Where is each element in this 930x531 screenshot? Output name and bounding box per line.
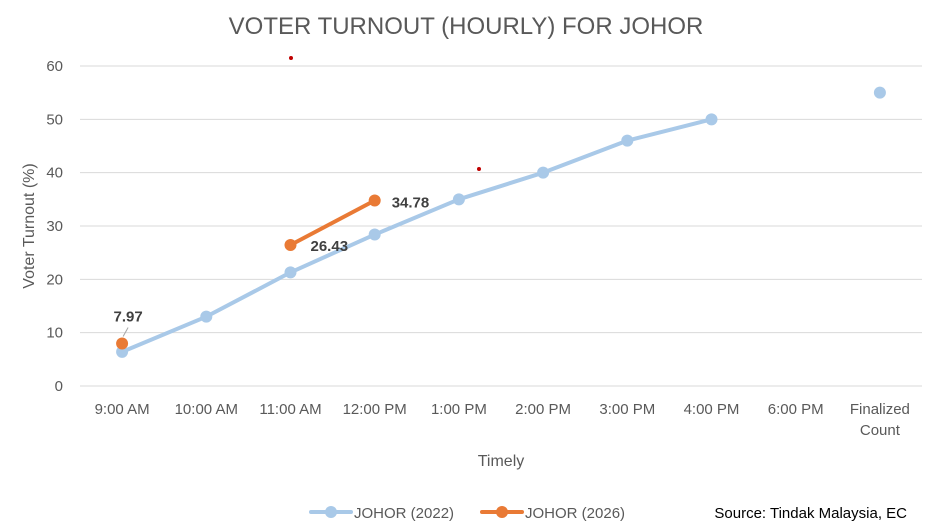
legend-swatch-marker <box>496 506 508 518</box>
series-layer <box>116 86 886 358</box>
x-axis-ticks: 9:00 AM 10:00 AM 11:00 AM 12:00 PM 1:00 PM 2:… <box>95 401 910 439</box>
chart-title: VOTER TURNOUT (HOURLY) FOR JOHOR <box>229 13 704 40</box>
data-point-johor-2022 <box>116 345 129 358</box>
data-point-johor-2022 <box>873 86 886 99</box>
x-tick-label: Finalized Count <box>850 401 910 439</box>
y-tick-label: 50 <box>46 111 63 128</box>
legend-swatch-marker <box>325 506 337 518</box>
series-line-johor-2026 <box>288 198 377 248</box>
y-tick-label: 30 <box>46 218 63 235</box>
data-point-johor-2022 <box>368 228 381 241</box>
data-point-johor-2026 <box>116 337 129 350</box>
data-point-johor-2026 <box>368 194 381 207</box>
data-point-johor-2022 <box>621 134 634 147</box>
y-axis-label: Voter Turnout (%) <box>21 163 38 288</box>
x-tick-label: 2:00 PM <box>515 401 571 418</box>
x-tick-label: 6:00 PM <box>768 401 824 418</box>
series-line-johor-2022 <box>120 117 714 354</box>
y-axis-ticks: 0 10 20 30 40 50 60 <box>46 58 63 395</box>
x-tick-label: 12:00 PM <box>343 401 407 418</box>
y-tick-label: 0 <box>55 378 63 395</box>
data-point-johor-2026 <box>284 239 297 252</box>
y-tick-label: 20 <box>46 271 63 288</box>
y-tick-label: 60 <box>46 58 63 75</box>
legend-label: JOHOR (2026) <box>525 505 625 522</box>
legend: JOHOR (2022) JOHOR (2026) <box>309 505 625 522</box>
data-label: 7.97 <box>113 308 142 325</box>
x-tick-label: 4:00 PM <box>684 401 740 418</box>
x-axis-label: Timely <box>478 453 525 470</box>
annotation-dot <box>477 167 481 171</box>
y-tick-label: 10 <box>46 325 63 342</box>
data-point-johor-2022 <box>200 310 213 323</box>
data-label-layer: 7.97 26.43 34.78 <box>113 195 429 337</box>
legend-label: JOHOR (2022) <box>354 505 454 522</box>
x-tick-label: 9:00 AM <box>95 401 150 418</box>
annotation-dot <box>289 56 293 60</box>
x-tick-label: 10:00 AM <box>175 401 238 418</box>
data-point-johor-2022 <box>537 166 550 179</box>
gridlines <box>80 65 922 387</box>
data-point-johor-2022 <box>705 113 718 126</box>
source-note: Source: Tindak Malaysia, EC <box>714 505 907 522</box>
data-label: 26.43 <box>311 238 349 255</box>
data-label-leader <box>122 327 129 337</box>
x-tick-label: 3:00 PM <box>599 401 655 418</box>
data-point-johor-2022 <box>284 266 297 279</box>
y-tick-label: 40 <box>46 165 63 182</box>
data-point-johor-2022 <box>452 193 465 206</box>
x-tick-label: 11:00 AM <box>259 401 321 418</box>
x-tick-label: 1:00 PM <box>431 401 487 418</box>
data-label: 34.78 <box>392 195 430 212</box>
